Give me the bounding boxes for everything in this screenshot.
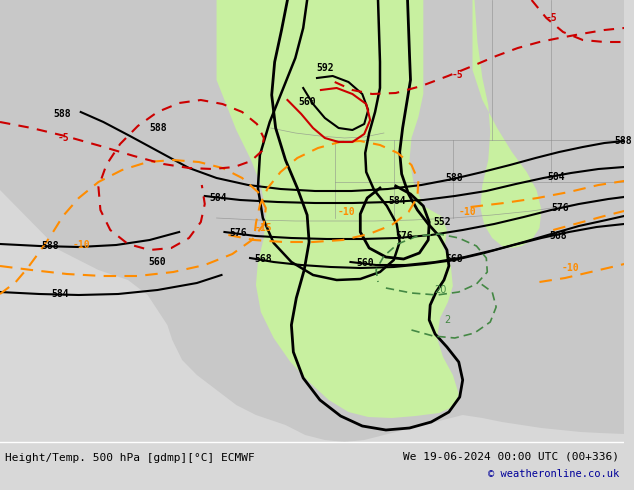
- Text: 560: 560: [299, 97, 316, 107]
- Polygon shape: [472, 0, 541, 248]
- Text: -10: -10: [73, 240, 91, 250]
- Text: 588: 588: [445, 173, 463, 183]
- Text: 576: 576: [230, 228, 247, 238]
- Text: -10: -10: [338, 207, 355, 217]
- Text: -10: -10: [459, 207, 476, 217]
- Text: -5: -5: [452, 70, 463, 80]
- Text: Height/Temp. 500 hPa [gdmp][°C] ECMWF: Height/Temp. 500 hPa [gdmp][°C] ECMWF: [5, 453, 255, 463]
- Text: 588: 588: [614, 136, 632, 146]
- Text: 568: 568: [549, 231, 567, 241]
- Text: 592: 592: [316, 63, 333, 73]
- Text: -10: -10: [561, 263, 579, 273]
- Polygon shape: [274, 200, 447, 267]
- Text: 560: 560: [149, 257, 166, 267]
- Text: © weatheronline.co.uk: © weatheronline.co.uk: [488, 469, 619, 479]
- Text: 552: 552: [433, 217, 451, 227]
- Text: 584: 584: [210, 193, 228, 203]
- Text: 584: 584: [51, 289, 69, 299]
- Text: 584: 584: [547, 172, 565, 182]
- Text: We 19-06-2024 00:00 UTC (00+336): We 19-06-2024 00:00 UTC (00+336): [403, 451, 619, 461]
- Polygon shape: [217, 0, 459, 418]
- Text: 560: 560: [356, 258, 374, 268]
- Text: 588: 588: [53, 109, 71, 119]
- FancyBboxPatch shape: [0, 442, 624, 490]
- Text: 2: 2: [444, 315, 450, 325]
- Text: -15: -15: [255, 223, 273, 233]
- Text: 576: 576: [396, 231, 413, 241]
- Text: 588: 588: [41, 241, 59, 251]
- Text: -5: -5: [545, 13, 557, 23]
- Text: 20: 20: [434, 285, 446, 295]
- Text: 588: 588: [150, 123, 167, 133]
- Text: 584: 584: [389, 196, 406, 206]
- Text: -5: -5: [58, 133, 70, 143]
- Text: 576: 576: [552, 203, 569, 213]
- Polygon shape: [0, 0, 624, 442]
- Text: 568: 568: [445, 254, 463, 264]
- Text: 568: 568: [254, 254, 271, 264]
